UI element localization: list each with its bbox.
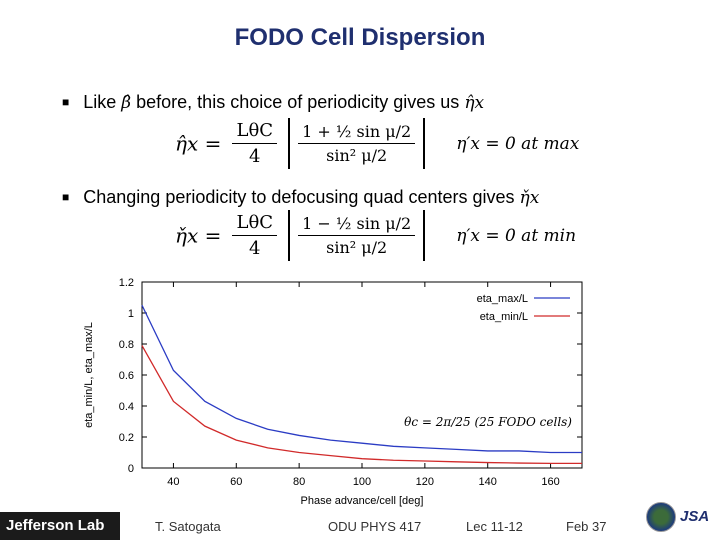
dispersion-chart: 40 60 80 100 120 140 160 0 0.2 0.4 0.6 0.8 1 1.2 Phase… — [83, 277, 583, 507]
eq1-den: 4 — [249, 146, 261, 167]
y-tick-label: 1.2 — [119, 277, 134, 289]
eq1-bracket: 1 + ½ sin μ/2 sin² μ/2 — [288, 118, 426, 169]
bullet-1-symbol: β̂ — [121, 93, 132, 113]
eq2-bracket-num: 1 − ½ sin μ/2 — [298, 214, 416, 236]
slide-title: FODO Cell Dispersion — [234, 24, 486, 51]
series-line-eta-min-l — [141, 345, 582, 465]
eq2-bracket: 1 − ½ sin μ/2 sin² μ/2 — [288, 210, 426, 261]
x-axis-label: Phase advance/cell [deg] — [301, 495, 424, 507]
footer-author: T. Satogata — [155, 519, 221, 534]
plot-frame — [141, 281, 583, 469]
bullet-square-icon: ■ — [62, 95, 70, 109]
x-tick-label: 140 — [479, 476, 497, 488]
y-tick-label: 1 — [128, 308, 134, 320]
footer-course: ODU PHYS 417 — [328, 519, 422, 534]
footer-bar: Jefferson Lab — [0, 512, 720, 540]
bullet-1-suffix: before, this choice of periodicity gives… — [136, 92, 460, 112]
x-tick-label: 40 — [167, 476, 179, 488]
eq1-bracket-num: 1 + ½ sin μ/2 — [298, 122, 416, 144]
y-tick-label: 0.8 — [119, 339, 134, 351]
x-tick-label: 60 — [230, 476, 242, 488]
equation-1: η̂x = LθC 4 1 + ½ sin μ/2 sin² μ/2 η′x =… — [175, 118, 579, 169]
x-tick-label: 80 — [293, 476, 305, 488]
jsa-logo: JSA — [680, 508, 710, 525]
footer-date-page: Feb 37 — [566, 519, 607, 534]
eq1-side: η′x = 0 at max — [456, 133, 580, 154]
odu-seal-icon — [646, 502, 676, 532]
bullet-1: ■ Like β̂ before, this choice of periodic… — [62, 92, 484, 113]
legend-label: eta_max/L — [477, 293, 528, 305]
eq1-num: LθC — [232, 120, 278, 144]
eq2-num: LθC — [232, 212, 278, 236]
y-tick-label: 0.2 — [119, 432, 134, 444]
eq1-lhs: η̂x = — [175, 131, 222, 156]
equation-2: η̌x = LθC 4 1 − ½ sin μ/2 sin² μ/2 η′x =… — [175, 210, 576, 261]
bullet-1-prefix: Like — [83, 92, 117, 112]
eq2-side: η′x = 0 at min — [456, 225, 577, 246]
legend-label: eta_min/L — [480, 311, 528, 323]
series-line-eta-max-l — [141, 304, 582, 454]
eq1-fraction: LθC 4 — [232, 120, 278, 167]
eq2-lhs: η̌x = — [175, 223, 222, 248]
bullet-1-target: η̂x — [464, 93, 485, 113]
eq2-den: 4 — [249, 238, 261, 259]
y-axis-label: eta_min/L, eta_max/L — [83, 322, 95, 428]
x-tick-label: 100 — [353, 476, 371, 488]
y-tick-label: 0 — [128, 463, 134, 475]
eq1-bracket-den: sin² μ/2 — [326, 146, 388, 165]
y-tick-label: 0.6 — [119, 370, 134, 382]
x-tick-label: 160 — [541, 476, 559, 488]
bullet-square-icon: ■ — [62, 190, 70, 204]
footer-lecture: Lec 11-12 — [466, 519, 523, 534]
bullet-2-target: η̌x — [519, 188, 540, 208]
eq2-bracket-den: sin² μ/2 — [326, 238, 388, 257]
x-tick-label: 120 — [416, 476, 434, 488]
bullet-2: ■ Changing periodicity to defocusing quad… — [62, 187, 539, 208]
bullet-2-text: Changing periodicity to defocusing quad … — [83, 187, 515, 207]
eq2-fraction: LθC 4 — [232, 212, 278, 259]
logo-text: Jefferson Lab — [6, 517, 105, 534]
chart-annotation: θc = 2π/25 (25 FODO cells) — [404, 415, 572, 429]
jefferson-lab-logo: Jefferson Lab — [0, 512, 120, 540]
y-tick-label: 0.4 — [119, 401, 134, 413]
